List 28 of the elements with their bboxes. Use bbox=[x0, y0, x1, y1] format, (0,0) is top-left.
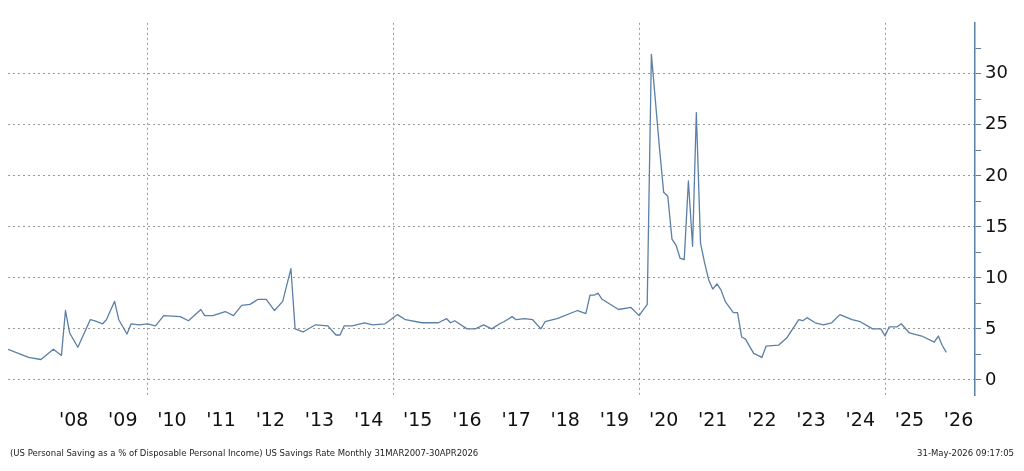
y-tick-label: 15 bbox=[985, 214, 1008, 236]
y-tick-label: 30 bbox=[985, 61, 1008, 83]
x-tick-label: '14 bbox=[353, 407, 384, 430]
x-tick-label: '09 bbox=[108, 407, 138, 430]
y-tick-label: 10 bbox=[985, 265, 1008, 287]
x-tick-label: '22 bbox=[747, 407, 777, 430]
x-tick-label: '25 bbox=[894, 407, 925, 430]
x-tick-label: '16 bbox=[452, 407, 482, 430]
y-tick-label: 25 bbox=[985, 112, 1008, 134]
text: 31-May-2026 09:17:05 bbox=[917, 448, 1014, 458]
x-tick-label: '08 bbox=[58, 407, 89, 430]
x-tick-label: '17 bbox=[501, 407, 531, 430]
x-tick-label: '18 bbox=[550, 407, 580, 430]
y-tick-label: 0 bbox=[985, 367, 997, 389]
y-tick-label: 5 bbox=[985, 316, 997, 338]
x-tick-label: '24 bbox=[845, 407, 875, 430]
y-tick-label: 20 bbox=[985, 163, 1008, 185]
x-tick-label: '12 bbox=[255, 407, 286, 430]
x-tick-label: '11 bbox=[206, 407, 236, 430]
x-tick-label: '13 bbox=[304, 407, 335, 430]
x-tick-label: '19 bbox=[599, 407, 630, 430]
x-tick-label: '23 bbox=[796, 407, 826, 430]
x-tick-label: '26 bbox=[943, 407, 974, 430]
text: (US Personal Saving as a % of Disposable Personal Income) US Savings Rate Monthly 31MAR2007-30APR2026 bbox=[10, 448, 479, 458]
x-tick-label: '20 bbox=[648, 407, 679, 430]
x-tick-label: '21 bbox=[698, 407, 728, 430]
x-tick-label: '10 bbox=[157, 407, 187, 430]
x-tick-label: '15 bbox=[403, 407, 433, 430]
